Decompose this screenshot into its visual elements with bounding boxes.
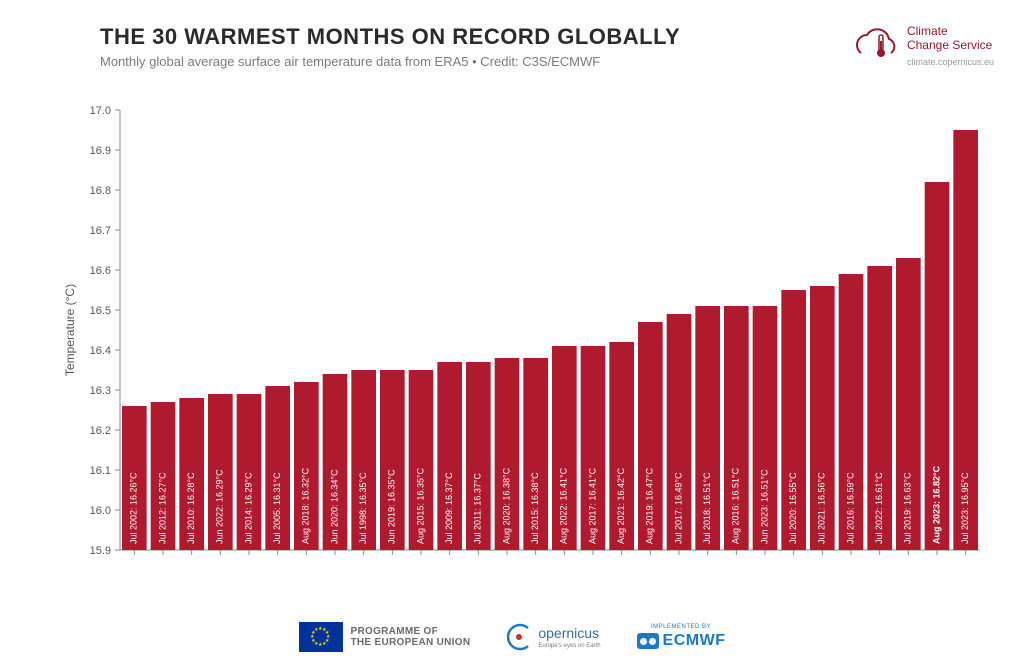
copernicus-logo: opernicus Europe's eyes on Earth [506, 622, 600, 652]
copernicus-tagline: Europe's eyes on Earth [538, 643, 600, 649]
bar-label: Jul 2011: 16.37°C [473, 473, 483, 544]
header: THE 30 WARMEST MONTHS ON RECORD GLOBALLY… [100, 24, 994, 69]
bar-label: Aug 2022: 16.41°C [559, 467, 569, 544]
bar-label: Jun 2022: 16.29°C [215, 469, 225, 544]
bar-label: Jul 2015: 16.38°C [530, 472, 540, 544]
y-tick-label: 16.7 [90, 225, 111, 237]
y-tick-label: 15.9 [90, 545, 111, 557]
y-tick-label: 16.6 [90, 265, 111, 277]
chart-subtitle: Monthly global average surface air tempe… [100, 54, 680, 69]
bar-label: Jul 2016: 16.59°C [845, 472, 855, 544]
y-tick-label: 16.9 [90, 145, 111, 157]
ecmwf-name: ECMWF [663, 632, 726, 650]
title-block: THE 30 WARMEST MONTHS ON RECORD GLOBALLY… [100, 24, 680, 69]
bar-label: Jun 2023: 16.51°C [759, 469, 769, 544]
bar-label: Aug 2016: 16.51°C [731, 467, 741, 544]
copernicus-name: opernicus [538, 625, 599, 641]
bar-label: Jul 2002: 16.26°C [129, 472, 139, 544]
bar-label: Aug 2017: 16.41°C [587, 467, 597, 544]
bar-label: Jun 2019: 16.35°C [387, 469, 397, 544]
ccs-url: climate.copernicus.eu [907, 57, 994, 67]
bar-label: Aug 2019: 16.47°C [645, 467, 655, 544]
footer-logos: ★★★★★★★★★★★★ PROGRAMME OF THE EUROPEAN U… [0, 622, 1024, 652]
y-tick-label: 16.5 [90, 305, 111, 317]
ccs-label-1: Climate [907, 24, 994, 38]
bar-label: Jul 2012: 16.27°C [157, 472, 167, 544]
bar-label: Jul 2017: 16.49°C [673, 472, 683, 544]
cloud-thermometer-icon [851, 25, 897, 65]
bar-label: Jul 2021: 16.56°C [817, 472, 827, 544]
eu-label-2: THE EUROPEAN UNION [351, 637, 471, 648]
climate-service-logo: Climate Change Service climate.copernicu… [851, 24, 994, 67]
y-tick-label: 16.4 [90, 345, 111, 357]
bar-label: Jul 1998: 16.35°C [358, 472, 368, 544]
bar-label: Jul 2014: 16.29°C [243, 472, 253, 544]
bar-label: Jul 2005: 16.31°C [272, 472, 282, 544]
chart-title: THE 30 WARMEST MONTHS ON RECORD GLOBALLY [100, 24, 680, 50]
y-tick-label: 17.0 [90, 105, 111, 117]
eu-flag-icon: ★★★★★★★★★★★★ [299, 622, 343, 652]
y-tick-label: 16.2 [90, 425, 111, 437]
y-tick-label: 16.8 [90, 185, 111, 197]
y-tick-label: 16.1 [90, 465, 111, 477]
bar-label: Aug 2020: 16.38°C [501, 467, 511, 544]
bar-label: Aug 2015: 16.35°C [415, 467, 425, 544]
y-tick-label: 16.0 [90, 505, 111, 517]
bar-label: Jun 2020: 16.34°C [329, 469, 339, 544]
bar-label: Aug 2018: 16.32°C [301, 467, 311, 544]
bar-label: Aug 2023: 16.82°C [931, 465, 941, 544]
bar-label: Jul 2018: 16.51°C [702, 472, 712, 544]
ecmwf-logo: IMPLEMENTED BY ECMWF [637, 624, 726, 650]
ecmwf-icon [637, 633, 659, 649]
y-tick-label: 16.3 [90, 385, 111, 397]
bar-label: Jul 2019: 16.63°C [903, 472, 913, 544]
bar-label: Jul 2010: 16.28°C [186, 472, 196, 544]
bar-label: Aug 2021: 16.42°C [616, 467, 626, 544]
eu-logo-block: ★★★★★★★★★★★★ PROGRAMME OF THE EUROPEAN U… [299, 622, 471, 652]
bar-label: Jul 2009: 16.37°C [444, 472, 454, 544]
copernicus-c-icon [506, 622, 532, 652]
bar-chart: 15.9 16.0 16.1 16.2 16.3 16.4 16.5 16.6 16.7 16.8… [60, 100, 990, 570]
ecmwf-implemented-label: IMPLEMENTED BY [651, 624, 711, 630]
eu-label-1: PROGRAMME OF [351, 626, 439, 637]
bar-label: Jul 2020: 16.55°C [788, 472, 798, 544]
bar-label: Jul 2023: 16.95°C [960, 472, 970, 544]
ccs-label-2: Change Service [907, 38, 994, 52]
bar-label: Jul 2022: 16.61°C [874, 472, 884, 544]
y-axis-label: Temperature (°C) [63, 284, 77, 376]
